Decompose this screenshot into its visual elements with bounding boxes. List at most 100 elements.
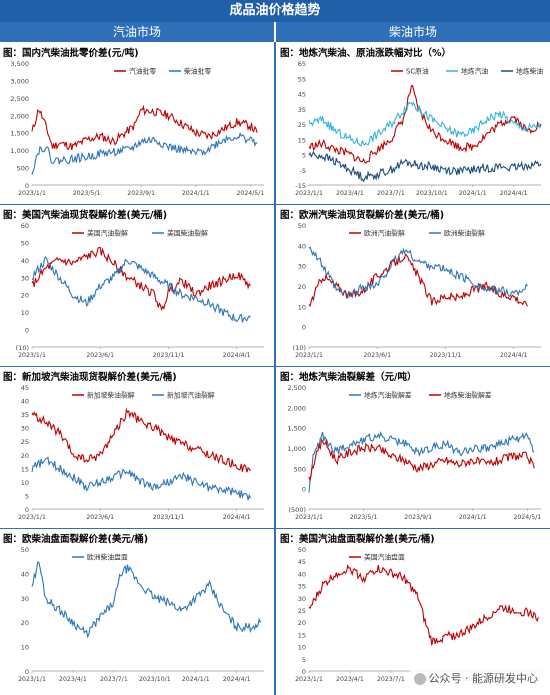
y-tick-label: 5 bbox=[302, 152, 306, 160]
panel-local-refinery-vs-crude: 图：地炼汽柴油、原油涨跌幅对比（%） 65 55 45 35 25 15 5 -5 -15 202… bbox=[277, 43, 549, 204]
x-tick-label: 2023/7/1 bbox=[377, 190, 405, 197]
x-tick-label: 2023/9/1 bbox=[127, 190, 155, 197]
y-tick-label: 55 bbox=[298, 75, 306, 83]
y-tick-label: 2,000 bbox=[10, 112, 29, 120]
legend-label: 欧洲汽油裂解 bbox=[364, 229, 405, 238]
y-tick-label: 50 bbox=[298, 222, 306, 230]
y-tick-label: -15 bbox=[295, 182, 306, 190]
y-tick-label: 35 bbox=[21, 411, 29, 419]
legend-label: 新加坡汽油裂解 bbox=[167, 391, 215, 400]
chart-svg: 50 40 30 20 10 0 (10)2023/1/1 2023/6/1 2023/11/1… bbox=[293, 222, 541, 359]
column-divider bbox=[274, 42, 276, 695]
series-line bbox=[31, 256, 251, 323]
series-line bbox=[308, 84, 542, 164]
y-tick-label: 20 bbox=[21, 452, 29, 460]
x-tick-label: 2023/6/1 bbox=[86, 514, 114, 521]
x-tick-label: 2023/4/1 bbox=[336, 190, 364, 197]
x-tick-label: 2024/1/1 bbox=[459, 190, 487, 197]
chart-title: 图：地炼汽柴油裂解差（元/吨） bbox=[280, 372, 417, 383]
y-tick-label: 15 bbox=[298, 631, 306, 639]
legend-label: 欧洲柴油裂解 bbox=[444, 229, 485, 238]
y-tick-label: 0 bbox=[302, 324, 306, 332]
y-tick-label: 20 bbox=[21, 619, 29, 627]
panel-singapore-crack-spread: 图：新加坡汽柴油现货裂解价差(美元/桶) 45 40 35 30 25 20 15 10 5 0 2… bbox=[0, 367, 272, 528]
page-title: 成品油价格趋势 bbox=[0, 0, 550, 22]
series-line bbox=[308, 100, 542, 147]
chart-title: 图：新加坡汽柴油现货裂解价差(美元/桶) bbox=[3, 372, 177, 383]
legend-label: 柴油批零 bbox=[184, 67, 211, 76]
y-tick-label: 20 bbox=[21, 292, 29, 300]
x-tick-label: 2023/1/1 bbox=[18, 676, 46, 683]
y-tick-label: (10) bbox=[16, 344, 29, 352]
x-tick-label: 2023/6/1 bbox=[86, 352, 114, 359]
series-line bbox=[31, 456, 251, 501]
x-tick-label: 2023/1/1 bbox=[18, 190, 46, 197]
y-tick-label: 500 bbox=[17, 165, 29, 173]
y-tick-label: 65 bbox=[298, 60, 306, 68]
y-tick-label: 20 bbox=[298, 283, 306, 291]
y-tick-label: 0 bbox=[25, 182, 29, 190]
series-line bbox=[308, 150, 542, 183]
x-tick-label: 2023/7/1 bbox=[100, 676, 128, 683]
y-tick-label: 15 bbox=[298, 136, 306, 144]
legend-label: 欧洲柴油盘面 bbox=[87, 553, 128, 562]
y-tick-label: 50 bbox=[298, 546, 306, 554]
chart-title: 图：国内汽柴油批零价差(元/吨) bbox=[3, 48, 139, 59]
series-line bbox=[308, 246, 528, 299]
y-tick-label: 35 bbox=[298, 583, 306, 591]
x-tick-label: 2023/10/1 bbox=[139, 676, 171, 683]
y-tick-label: 10 bbox=[298, 644, 306, 652]
x-tick-label: 2024/4/1 bbox=[223, 514, 251, 521]
y-tick-label: 30 bbox=[298, 263, 306, 271]
y-tick-label: 40 bbox=[21, 257, 29, 265]
x-tick-label: 2024/5/1 bbox=[236, 190, 264, 197]
y-tick-label: 40 bbox=[298, 570, 306, 578]
y-tick-label: 0 bbox=[25, 327, 29, 335]
series-line bbox=[308, 431, 535, 493]
row-divider bbox=[0, 204, 550, 205]
y-tick-label: 25 bbox=[298, 121, 306, 129]
series-line bbox=[31, 131, 258, 175]
y-tick-label: 5 bbox=[302, 656, 306, 664]
x-tick-label: 2024/1/1 bbox=[182, 190, 210, 197]
y-tick-label: 0 bbox=[302, 486, 306, 494]
legend-label: SC原油 bbox=[406, 67, 429, 76]
y-tick-label: 50 bbox=[21, 239, 29, 247]
chart-title: 图：欧柴油盘面裂解价差(美元/桶) bbox=[3, 534, 149, 545]
chart-svg: 3,500 3,000 2,500 2,000 1,500 1,000 500 02023/1… bbox=[10, 60, 264, 197]
series-line bbox=[31, 561, 262, 639]
legend-label: 美国汽油盘面 bbox=[364, 553, 405, 562]
panel-us-gasoline-futures-crack: 图：美国汽油盘面裂解价差(美元/桶) 50 45 40 35 30 25 20 15 10 5 0 2… bbox=[277, 529, 549, 690]
y-tick-label: 30 bbox=[298, 595, 306, 603]
y-tick-label: 40 bbox=[21, 570, 29, 578]
panel-eu-diesel-futures-crack: 图：欧柴油盘面裂解价差(美元/桶) 50 40 30 20 10 0 2023/1/1 202… bbox=[0, 529, 272, 690]
x-tick-label: 2024/1/1 bbox=[459, 514, 487, 521]
x-tick-label: 2024/4/1 bbox=[500, 352, 528, 359]
y-tick-label: 60 bbox=[21, 222, 29, 230]
x-tick-label: 2024/4/1 bbox=[223, 352, 251, 359]
chart-svg: 60 50 40 30 20 10 0 (10)2023/1/1 2023/6/1 2023/11… bbox=[16, 222, 264, 359]
y-tick-label: 5 bbox=[25, 492, 29, 500]
y-tick-label: 10 bbox=[298, 303, 306, 311]
y-tick-label: (10) bbox=[293, 344, 306, 352]
y-tick-label: (500) bbox=[289, 506, 306, 514]
y-tick-label: 2,000 bbox=[287, 404, 306, 412]
y-tick-label: 1,500 bbox=[287, 425, 306, 433]
x-tick-label: 2023/11/1 bbox=[153, 352, 185, 359]
panel-eu-crack-spread: 图：欧洲汽柴油现货裂解价差(美元/桶) 50 40 30 20 10 0 (10) 2023/… bbox=[277, 205, 549, 366]
x-tick-label: 2023/11/1 bbox=[430, 352, 462, 359]
y-tick-label: -5 bbox=[300, 167, 306, 175]
y-tick-label: 0 bbox=[25, 506, 29, 514]
chart-svg: 2,500 2,000 1,500 1,000 500 0 (500)2023/1/1 202… bbox=[287, 384, 541, 521]
y-tick-label: 50 bbox=[21, 546, 29, 554]
chart-title: 图：欧洲汽柴油现货裂解价差(美元/桶) bbox=[280, 210, 445, 221]
y-tick-label: 0 bbox=[25, 668, 29, 676]
x-tick-label: 2023/1/1 bbox=[295, 514, 323, 521]
x-tick-label: 2023/1/1 bbox=[295, 190, 323, 197]
watermark: 公众号 · 能源研发中心 bbox=[409, 669, 542, 687]
x-tick-label: 2023/4/1 bbox=[336, 676, 364, 683]
chart-title: 图：美国汽柴油现货裂解价差(美元/桶) bbox=[3, 210, 168, 221]
series-line bbox=[308, 437, 535, 483]
